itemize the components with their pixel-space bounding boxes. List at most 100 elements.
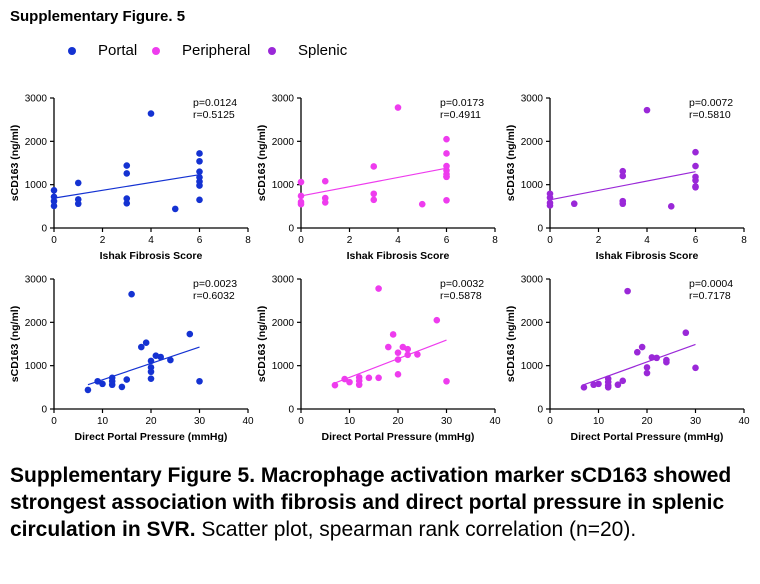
chart-panel-6: 0 1000 2000 3000 0 10 20 30 40 Direct Portal Pres… xyxy=(505,275,750,444)
y-tick-label: 1000 xyxy=(272,180,295,191)
data-point xyxy=(123,195,131,202)
data-point xyxy=(118,383,126,391)
y-tick-label: 3000 xyxy=(272,94,295,105)
p-value-label: p=0.0023 xyxy=(193,278,237,290)
data-point xyxy=(619,377,627,385)
legend-item-peripheral: Peripheral xyxy=(152,42,250,59)
data-point xyxy=(692,177,699,184)
data-point xyxy=(638,343,646,351)
y-tick-label: 2000 xyxy=(25,318,48,329)
regression-line xyxy=(53,174,200,199)
regression-line xyxy=(87,346,200,386)
data-point xyxy=(123,200,131,207)
data-point xyxy=(375,374,382,382)
data-point xyxy=(321,177,329,185)
data-point xyxy=(443,173,450,181)
x-tick-label: 10 xyxy=(593,416,605,427)
data-point xyxy=(123,170,131,177)
x-tick-label: 4 xyxy=(395,235,401,246)
data-point xyxy=(580,384,588,391)
x-tick-label: 30 xyxy=(690,416,702,427)
x-tick-label: 6 xyxy=(444,235,450,246)
data-point xyxy=(167,356,174,364)
data-point xyxy=(643,364,651,371)
data-point xyxy=(171,205,179,213)
data-point xyxy=(74,179,82,187)
x-tick-label: 20 xyxy=(392,416,404,427)
y-tick-label: 2000 xyxy=(521,137,544,148)
x-tick-label: 4 xyxy=(148,235,154,246)
data-point xyxy=(404,345,412,353)
regression-line xyxy=(583,343,696,386)
x-axis-label: Ishak Fibrosis Score xyxy=(596,250,699,262)
data-point xyxy=(595,380,602,388)
data-point xyxy=(196,168,203,175)
data-point xyxy=(443,150,450,157)
data-point xyxy=(692,148,699,156)
data-point xyxy=(297,192,305,200)
y-tick-label: 3000 xyxy=(521,275,544,286)
legend-item-splenic: Splenic xyxy=(268,42,347,59)
data-point xyxy=(196,377,203,385)
p-value-label: p=0.0032 xyxy=(440,278,484,290)
y-axis-label: sCD163 (ng/ml) xyxy=(256,306,268,382)
y-axis-label: sCD163 (ng/ml) xyxy=(505,125,517,201)
legend-marker-splenic xyxy=(268,46,276,55)
x-tick-label: 8 xyxy=(741,235,747,246)
data-point xyxy=(643,106,651,114)
caption-normal: Scatter plot, spearman rank correlation … xyxy=(195,518,637,541)
x-tick-label: 0 xyxy=(547,235,553,246)
data-point xyxy=(692,364,699,372)
data-point xyxy=(634,348,641,356)
data-point xyxy=(389,331,397,338)
data-point xyxy=(355,381,363,389)
x-tick-label: 4 xyxy=(644,235,650,246)
figure-caption: Supplementary Figure 5. Macrophage activ… xyxy=(10,462,750,543)
chart-panel-1: 0 1000 2000 3000 0 2 4 6 8 Ishak Fibrosis Score sC… xyxy=(9,94,251,263)
x-axis-label: Direct Portal Pressure (mmHg) xyxy=(75,431,228,443)
data-point xyxy=(50,202,58,210)
x-axis-label: Ishak Fibrosis Score xyxy=(347,250,450,262)
data-point xyxy=(123,162,131,169)
data-point xyxy=(619,172,627,180)
data-point xyxy=(108,381,116,389)
data-point xyxy=(50,187,58,194)
data-point xyxy=(123,376,131,383)
y-tick-label: 0 xyxy=(41,405,47,416)
r-value-label: r=0.5810 xyxy=(689,109,731,121)
x-tick-label: 20 xyxy=(145,416,157,427)
x-tick-label: 0 xyxy=(298,235,304,246)
y-axis-label: sCD163 (ng/ml) xyxy=(505,306,517,382)
y-tick-label: 0 xyxy=(537,224,543,235)
data-point xyxy=(331,381,339,389)
data-point xyxy=(128,290,135,298)
data-point xyxy=(94,377,101,385)
y-tick-label: 3000 xyxy=(25,275,48,286)
data-point xyxy=(365,374,373,382)
data-point xyxy=(138,343,145,351)
data-point xyxy=(346,378,353,386)
data-point xyxy=(196,150,203,157)
p-value-label: p=0.0173 xyxy=(440,97,484,109)
x-tick-label: 40 xyxy=(489,416,501,427)
data-point xyxy=(84,386,92,394)
legend-item-portal: Portal xyxy=(68,42,137,59)
data-point xyxy=(297,200,305,208)
y-axis-label: sCD163 (ng/ml) xyxy=(9,306,21,382)
data-point xyxy=(375,285,382,292)
p-value-label: p=0.0124 xyxy=(193,97,237,109)
data-point xyxy=(443,135,450,143)
data-point xyxy=(147,368,155,376)
y-tick-label: 1000 xyxy=(521,361,544,372)
x-tick-label: 2 xyxy=(347,235,353,246)
x-tick-label: 0 xyxy=(298,416,304,427)
chart-panel-4: 0 1000 2000 3000 0 10 20 30 40 Direct Portal Pres… xyxy=(9,275,254,444)
r-value-label: r=0.4911 xyxy=(440,109,481,121)
chart-panel-3: 0 1000 2000 3000 0 2 4 6 8 Ishak Fibrosis Score sC… xyxy=(505,94,747,263)
x-tick-label: 6 xyxy=(197,235,203,246)
data-point xyxy=(692,183,699,191)
p-value-label: p=0.0072 xyxy=(689,97,733,109)
legend-label-portal: Portal xyxy=(98,42,138,59)
data-point xyxy=(147,110,155,117)
data-point xyxy=(692,162,699,170)
